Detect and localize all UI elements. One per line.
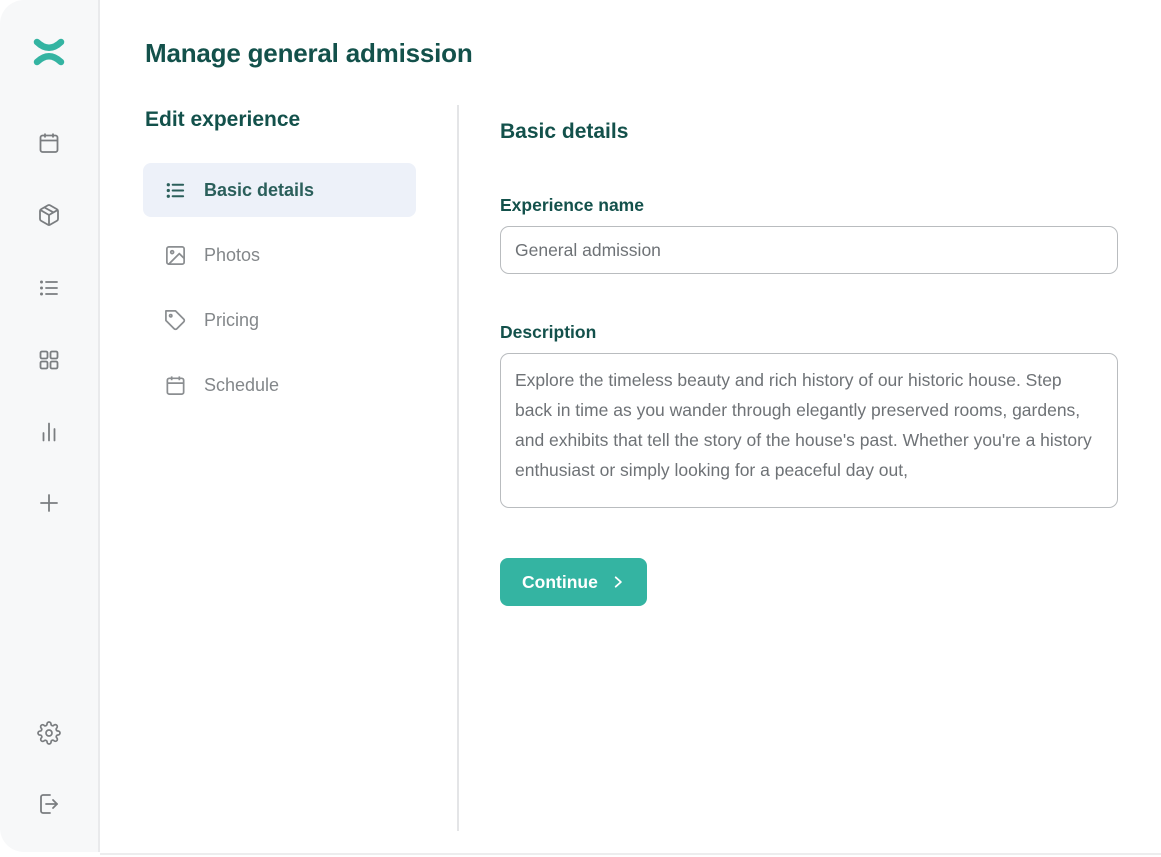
page-title: Manage general admission <box>145 38 473 68</box>
panel-heading: Basic details <box>500 120 629 143</box>
sidebar-bar-chart-icon[interactable] <box>30 413 68 451</box>
calendar-icon <box>164 374 187 397</box>
vertical-divider <box>457 105 459 831</box>
sidebar-package-icon[interactable] <box>30 196 68 234</box>
sidebar-calendar-icon[interactable] <box>30 124 68 162</box>
window-bottom-border <box>100 853 1161 855</box>
sidebar-list-icon[interactable] <box>30 269 68 307</box>
sidebar-logout-icon[interactable] <box>30 785 68 823</box>
sidebar-plus-icon[interactable] <box>30 484 68 522</box>
continue-button-label: Continue <box>522 571 598 592</box>
sidebar <box>0 0 100 852</box>
description-input[interactable]: Explore the timeless beauty and rich his… <box>500 353 1118 508</box>
basic-details-panel: Basic details Experience name Descriptio… <box>500 120 1118 606</box>
photo-icon <box>164 244 187 267</box>
chevron-right-icon <box>611 575 625 589</box>
nav-item-photos[interactable]: Photos <box>143 228 416 282</box>
tag-icon <box>164 309 187 332</box>
nav-item-label: Photos <box>204 244 261 265</box>
description-label: Description <box>500 322 597 342</box>
list-details-icon <box>164 179 187 202</box>
nav-item-label: Basic details <box>204 179 315 200</box>
section-nav: Basic details Photos Pricing <box>143 163 416 423</box>
nav-item-label: Schedule <box>204 374 280 395</box>
nav-item-basic-details[interactable]: Basic details <box>143 163 416 217</box>
experience-name-input[interactable] <box>500 226 1118 274</box>
sidebar-gear-icon[interactable] <box>30 714 68 752</box>
xola-logo-icon[interactable] <box>31 36 67 68</box>
nav-item-schedule[interactable]: Schedule <box>143 358 416 412</box>
nav-item-label: Pricing <box>204 309 260 330</box>
nav-item-pricing[interactable]: Pricing <box>143 293 416 347</box>
experience-name-label: Experience name <box>500 195 644 215</box>
continue-button[interactable]: Continue <box>500 558 647 606</box>
edit-experience-heading: Edit experience <box>145 108 301 131</box>
sidebar-grid-icon[interactable] <box>30 341 68 379</box>
